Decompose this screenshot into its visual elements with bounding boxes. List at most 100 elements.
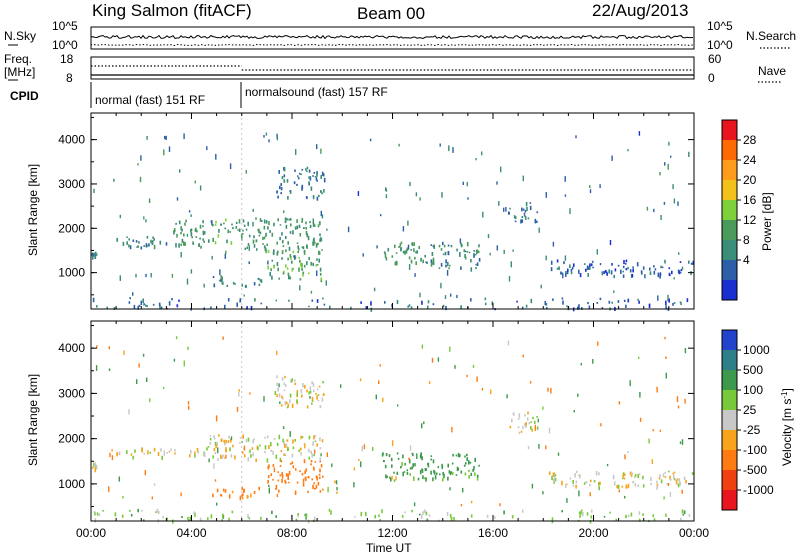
noise-cell xyxy=(211,220,213,226)
data-cell xyxy=(558,266,560,270)
data-cell xyxy=(408,304,411,307)
noise-cell xyxy=(219,269,221,276)
noise-cell xyxy=(385,187,387,191)
noise-cell xyxy=(215,415,218,422)
noise-cell xyxy=(183,133,185,139)
data-cell xyxy=(447,476,449,481)
data-cell xyxy=(299,447,302,451)
data-cell xyxy=(301,472,304,476)
data-cell xyxy=(544,300,547,306)
noise-cell xyxy=(677,405,680,409)
data-cell xyxy=(242,434,244,439)
station-title: King Salmon (fitACF) xyxy=(92,1,252,20)
data-cell xyxy=(286,406,289,409)
data-cell xyxy=(421,468,424,473)
data-cell xyxy=(569,264,571,268)
noise-cell xyxy=(312,218,314,225)
data-cell xyxy=(589,483,591,487)
data-cell xyxy=(661,266,664,269)
data-cell xyxy=(264,445,267,450)
data-cell xyxy=(676,478,679,481)
data-cell xyxy=(637,473,639,478)
data-cell xyxy=(267,249,270,254)
data-cell xyxy=(650,476,652,482)
data-cell xyxy=(280,183,282,186)
data-cell xyxy=(196,447,199,452)
data-cell xyxy=(301,263,303,267)
data-cell xyxy=(315,243,318,248)
data-cell xyxy=(440,263,443,267)
power-panel-frame xyxy=(90,112,695,310)
data-cell xyxy=(299,172,301,175)
data-cell xyxy=(473,466,475,468)
data-cell xyxy=(292,439,294,444)
data-cell xyxy=(165,242,168,246)
data-cell xyxy=(92,255,94,260)
noise-cell xyxy=(639,392,641,398)
data-cell xyxy=(410,306,413,309)
data-cell xyxy=(171,298,173,301)
data-cell xyxy=(288,470,291,476)
data-cell xyxy=(296,242,299,244)
noise-cell xyxy=(151,496,153,500)
data-cell xyxy=(166,517,168,521)
noise-cell xyxy=(578,490,580,497)
data-cell xyxy=(247,437,250,442)
data-cell xyxy=(574,473,576,478)
noise-cell xyxy=(664,162,666,166)
data-cell xyxy=(280,450,283,453)
data-cell xyxy=(450,517,453,522)
noise-cell xyxy=(466,181,468,187)
noise-cell xyxy=(667,163,669,170)
data-cell xyxy=(282,438,284,443)
data-cell xyxy=(187,516,189,520)
data-cell xyxy=(317,481,320,486)
data-cell xyxy=(270,449,272,452)
data-cell xyxy=(407,305,409,308)
noise-cell xyxy=(282,426,285,429)
data-cell xyxy=(624,473,626,476)
noise-cell xyxy=(362,253,364,257)
noise-cell xyxy=(148,198,151,203)
data-cell xyxy=(181,516,183,519)
data-cell xyxy=(245,439,248,443)
data-cell xyxy=(627,298,630,303)
data-cell xyxy=(430,458,432,461)
data-cell xyxy=(415,261,417,265)
data-cell xyxy=(284,443,286,448)
data-cell xyxy=(476,249,479,254)
data-cell xyxy=(315,475,318,479)
data-cell xyxy=(527,217,530,220)
noise-cell xyxy=(236,406,239,412)
data-cell xyxy=(400,466,402,469)
data-cell xyxy=(563,261,565,265)
data-cell xyxy=(425,261,427,264)
data-cell xyxy=(381,509,383,514)
noise-cell xyxy=(299,285,301,291)
data-cell xyxy=(445,264,447,268)
data-cell xyxy=(464,455,466,458)
data-cell xyxy=(296,219,298,223)
data-cell xyxy=(247,221,249,227)
noise-cell xyxy=(183,360,185,367)
y-tick-label: 3000 xyxy=(58,177,85,191)
data-cell xyxy=(370,307,373,312)
noise-cell xyxy=(380,214,382,217)
data-cell xyxy=(670,478,672,481)
noise-cell xyxy=(385,194,388,199)
data-cell xyxy=(122,241,125,246)
data-cell xyxy=(393,479,396,482)
noise-cell xyxy=(398,143,400,147)
noise-cell xyxy=(449,346,451,352)
data-cell xyxy=(464,254,466,258)
nave-tick-bottom: 0 xyxy=(708,71,715,85)
cpid-segment-2: normalsound (fast) 157 RF xyxy=(245,85,388,99)
noise-cell xyxy=(503,207,505,212)
data-cell xyxy=(287,475,289,480)
noise-cell xyxy=(222,336,224,340)
data-cell xyxy=(194,454,196,458)
data-cell xyxy=(672,472,674,475)
noise-cell xyxy=(358,459,360,462)
data-cell xyxy=(260,302,263,305)
